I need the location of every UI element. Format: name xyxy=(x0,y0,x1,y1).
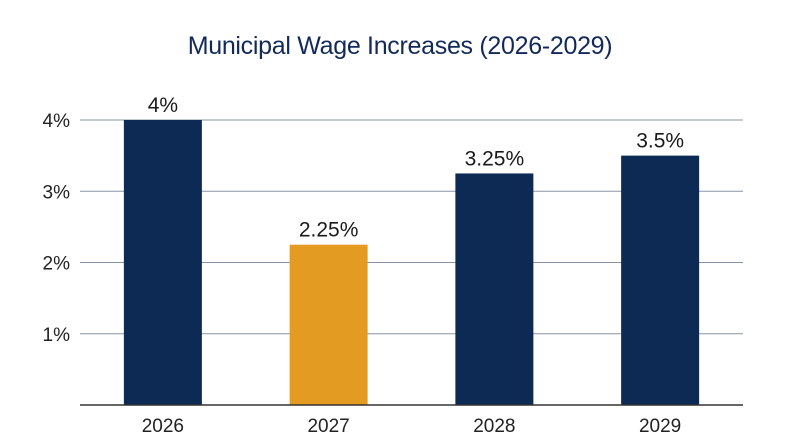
bar-2026 xyxy=(123,120,202,405)
x-tick-label: 2029 xyxy=(639,416,681,437)
x-tick-label: 2027 xyxy=(307,416,349,437)
y-tick-label: 2% xyxy=(43,254,71,275)
labels: 1% 2% 3% 4% 4% 2026 2.25% 2027 3.25% 2028 3.5% 2029 xyxy=(43,94,685,437)
y-tick-label: 4% xyxy=(43,111,71,132)
chart-title: Municipal Wage Increases (2026-2029) xyxy=(187,32,613,60)
bars xyxy=(123,120,700,405)
bar-2028 xyxy=(455,173,534,405)
x-tick-label: 2028 xyxy=(473,416,515,437)
data-label: 3.5% xyxy=(636,130,684,153)
data-label: 3.25% xyxy=(465,147,525,170)
bar-2029 xyxy=(621,155,700,405)
data-label: 4% xyxy=(148,94,178,117)
x-tick-label: 2026 xyxy=(142,416,184,437)
y-tick-label: 1% xyxy=(43,325,71,346)
bar-2027 xyxy=(289,244,368,405)
data-label: 2.25% xyxy=(299,219,359,242)
y-tick-label: 3% xyxy=(43,182,71,203)
